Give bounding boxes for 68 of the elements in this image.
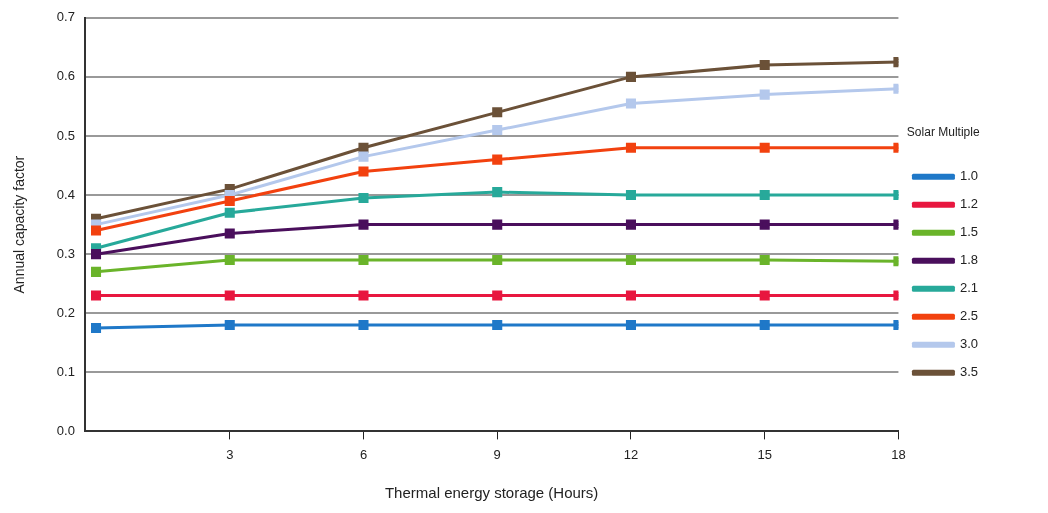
legend-label: 2.5	[959, 308, 979, 324]
x-axis-title: Thermal energy storage (Hours)	[384, 484, 599, 502]
point	[759, 60, 770, 71]
point	[759, 142, 770, 153]
x-tick-label: 18	[891, 446, 906, 462]
y-tick-label: 0.2	[56, 304, 75, 320]
point	[358, 219, 369, 230]
point	[358, 142, 369, 153]
legend-label: 1.5	[959, 224, 979, 240]
point	[224, 290, 235, 301]
legend-label: 2.1	[959, 280, 979, 296]
point	[358, 255, 369, 266]
point	[90, 322, 102, 334]
y-tick-label: 0.1	[56, 363, 75, 379]
point	[224, 228, 235, 239]
legend-label: 1.0	[959, 168, 979, 184]
legend-label: 1.2	[959, 196, 979, 212]
point	[759, 89, 770, 100]
point	[492, 154, 503, 165]
point	[90, 249, 102, 260]
y-tick-label: 0.0	[56, 422, 75, 438]
y-tick-label: 0.6	[56, 68, 75, 84]
point	[759, 190, 770, 201]
point	[759, 320, 770, 331]
point	[625, 142, 636, 153]
point	[625, 219, 636, 230]
x-tick-label: 6	[359, 446, 368, 462]
point	[625, 320, 636, 331]
point	[492, 219, 503, 230]
x-tick-label: 3	[226, 446, 234, 462]
point	[759, 219, 770, 230]
point	[358, 320, 369, 331]
point	[492, 107, 503, 118]
point	[90, 266, 102, 277]
point	[90, 225, 102, 236]
point	[759, 255, 770, 266]
y-axis-title: Annual capacity factor	[11, 155, 28, 294]
point	[492, 255, 503, 266]
point	[625, 71, 636, 82]
y-tick-label: 0.5	[56, 127, 75, 143]
x-tick-label: 9	[493, 446, 501, 462]
point	[224, 195, 235, 206]
point	[224, 207, 235, 218]
point	[492, 187, 503, 198]
point	[492, 125, 503, 136]
legend-label: 1.8	[959, 252, 979, 268]
x-tick-label: 12	[623, 446, 639, 462]
point	[625, 255, 636, 266]
point	[759, 290, 770, 301]
y-tick-label: 0.3	[56, 245, 75, 261]
legend-label: 3.0	[959, 336, 979, 352]
point	[625, 290, 636, 301]
x-tick-label: 15	[757, 446, 772, 462]
legend-title: Solar Multiple	[906, 125, 980, 140]
y-tick-label: 0.7	[56, 9, 75, 25]
point	[358, 166, 369, 177]
y-tick-label: 0.4	[56, 186, 75, 202]
point	[625, 190, 636, 201]
point	[358, 192, 369, 204]
legend-label: 3.5	[959, 364, 979, 380]
point	[90, 290, 102, 301]
point	[224, 255, 235, 266]
point	[625, 98, 636, 109]
point	[358, 290, 369, 301]
point	[224, 320, 235, 331]
point	[492, 320, 503, 331]
point	[492, 290, 503, 301]
point	[358, 151, 369, 162]
